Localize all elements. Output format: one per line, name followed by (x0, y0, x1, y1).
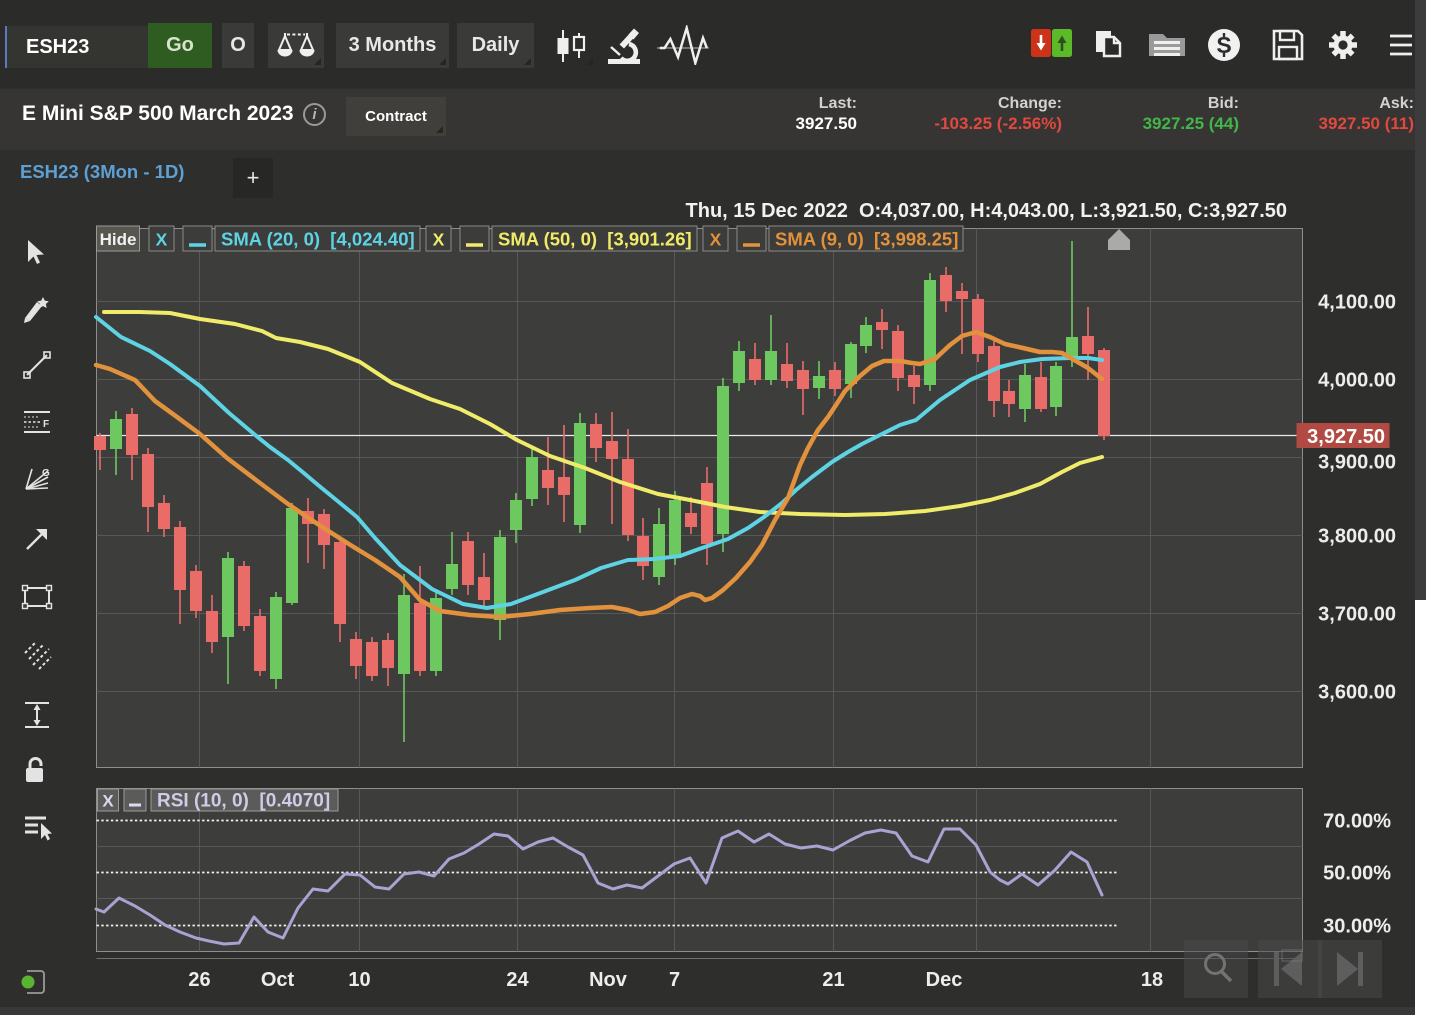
svg-text:3,900.00: 3,900.00 (1318, 452, 1396, 474)
svg-text:Thu, 15 Dec 2022 O:4,037.00,: Thu, 15 Dec 2022 O:4,037.00, H:4,043.00,… (686, 200, 1287, 222)
svg-text:Dec: Dec (926, 969, 963, 991)
svg-text:SMA (50, 0) [3,901.26]: SMA (50, 0) [3,901.26] (498, 229, 692, 250)
svg-text:30.00%: 30.00% (1323, 916, 1391, 938)
svg-text:7: 7 (669, 969, 680, 991)
svg-text:18: 18 (1141, 969, 1163, 991)
svg-text:SMA (9, 0) [3,998.25]: SMA (9, 0) [3,998.25] (775, 229, 958, 250)
svg-text:S: S (1216, 32, 1231, 58)
svg-text:G: G (42, 468, 50, 479)
svg-text:RSI (10, 0) [0.4070]: RSI (10, 0) [0.4070] (157, 791, 330, 812)
svg-text:X: X (102, 792, 114, 811)
svg-text:4,100.00: 4,100.00 (1318, 292, 1396, 314)
svg-text:24: 24 (506, 969, 529, 991)
svg-text:50.00%: 50.00% (1323, 863, 1391, 885)
svg-text:70.00%: 70.00% (1323, 811, 1391, 833)
svg-text:F: F (43, 419, 49, 430)
svg-text:X: X (710, 230, 722, 250)
svg-text:X: X (433, 230, 445, 250)
svg-text:Hide: Hide (100, 230, 137, 249)
svg-text:3,700.00: 3,700.00 (1318, 604, 1396, 626)
svg-text:Oct: Oct (261, 969, 295, 991)
svg-text:4,000.00: 4,000.00 (1318, 370, 1396, 392)
svg-text:3,600.00: 3,600.00 (1318, 682, 1396, 704)
svg-text:3,927.50: 3,927.50 (1307, 426, 1385, 448)
svg-text:26: 26 (188, 969, 210, 991)
svg-text:21: 21 (822, 969, 844, 991)
svg-text:3,800.00: 3,800.00 (1318, 526, 1396, 548)
svg-text:SMA (20, 0) [4,024.40]: SMA (20, 0) [4,024.40] (221, 229, 415, 250)
svg-text:10: 10 (348, 969, 370, 991)
svg-text:X: X (156, 230, 168, 250)
svg-text:Nov: Nov (589, 969, 628, 991)
